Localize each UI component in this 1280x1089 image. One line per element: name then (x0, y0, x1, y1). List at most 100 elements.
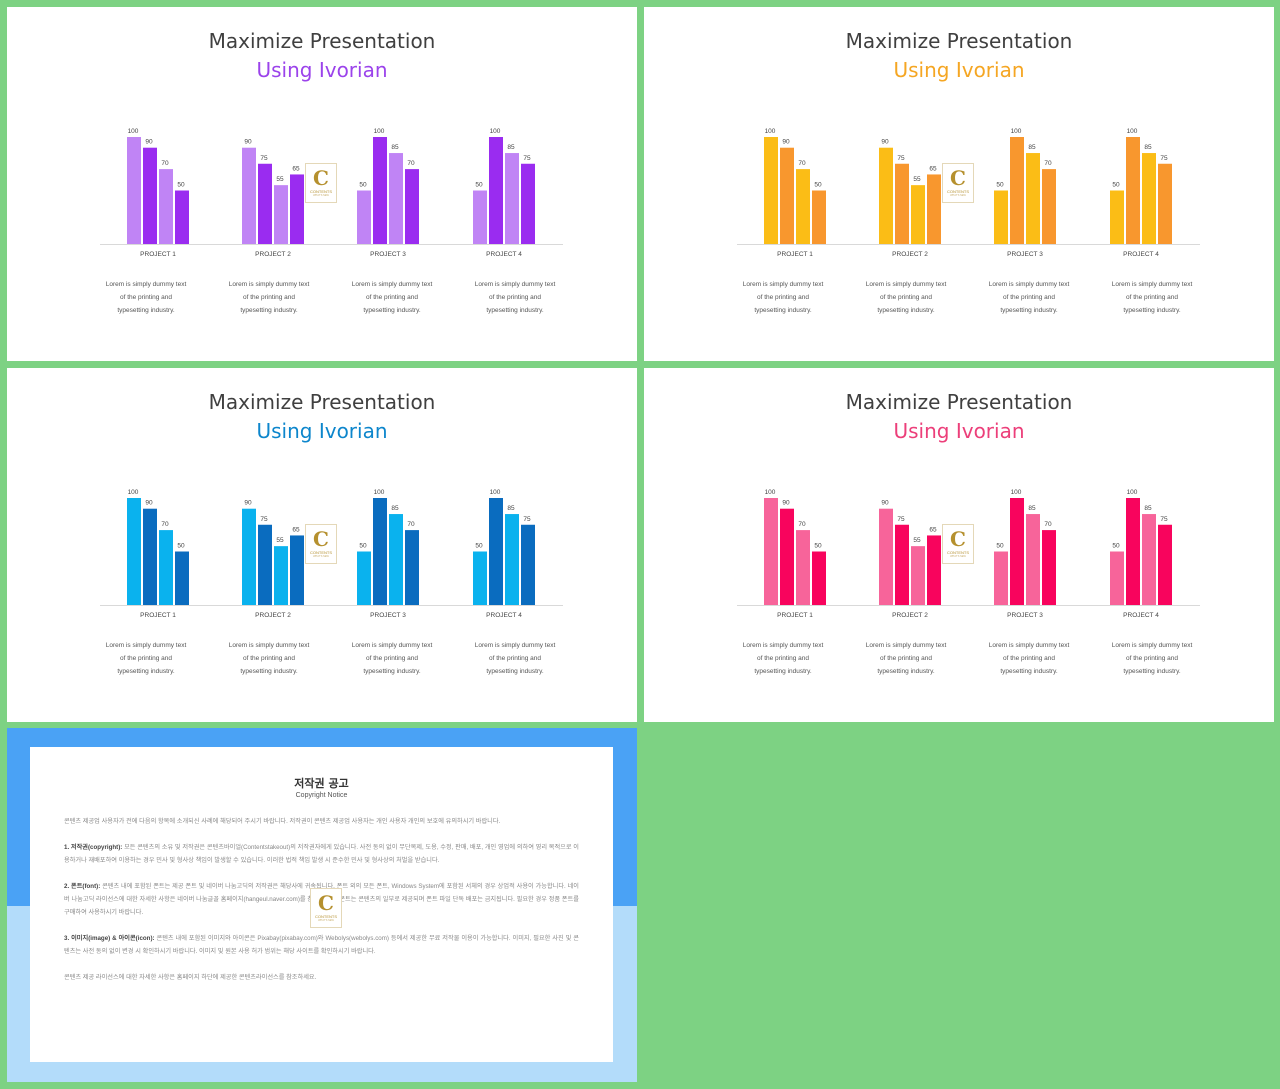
data-label: 75 (523, 516, 531, 523)
data-label: 90 (244, 500, 252, 507)
bar (357, 190, 371, 244)
contents-logo: C CONTENTS WHAT'S NEW (942, 524, 974, 564)
bar (373, 137, 387, 244)
bar (143, 147, 157, 244)
notice-section-copyright: 1. 저작권(copyright): 모든 콘텐츠의 소유 및 저작권은 콘텐츠… (64, 844, 579, 864)
data-label: 85 (507, 144, 515, 151)
data-label: 65 (292, 526, 300, 533)
data-label: 100 (1127, 489, 1138, 496)
bar (389, 514, 403, 605)
data-label: 100 (490, 489, 501, 496)
slide-blue: Maximize Presentation Using Ivorian 100 9… (7, 368, 637, 722)
slide-subtitle: Using Ivorian (256, 58, 388, 82)
bar (159, 530, 173, 605)
caption-project-3: Lorem is simply dummy text of the printin… (988, 642, 1070, 675)
caption-project-4: Lorem is simply dummy text of the printin… (474, 281, 556, 314)
caption-project-1: Lorem is simply dummy text of the printin… (105, 281, 187, 314)
data-label: 90 (145, 500, 153, 507)
data-label: 85 (391, 144, 399, 151)
bar (764, 498, 778, 605)
bar (143, 508, 157, 605)
contents-logo: C CONTENTS WHAT'S NEW (310, 888, 342, 928)
slide-purple: Maximize Presentation Using Ivorian 100 9… (7, 7, 637, 361)
bar (473, 551, 487, 605)
bar (1026, 153, 1040, 244)
slide-pink: Maximize Presentation Using Ivorian 100 9… (644, 368, 1274, 722)
data-label: 70 (407, 521, 415, 528)
contents-logo: C CONTENTS WHAT'S NEW (942, 163, 974, 203)
slide-title: Maximize Presentation (208, 390, 436, 414)
bar (357, 551, 371, 605)
bar (780, 147, 794, 244)
bar (175, 190, 189, 244)
category-label: PROJECT 4 (1123, 251, 1159, 258)
data-label: 85 (1028, 505, 1036, 512)
bar (274, 185, 288, 244)
bar (1158, 163, 1172, 244)
bar (879, 508, 893, 605)
data-label: 65 (929, 526, 937, 533)
data-label: 65 (929, 165, 937, 172)
category-label: PROJECT 3 (1007, 251, 1043, 258)
bar (290, 174, 304, 244)
caption-project-1: Lorem is simply dummy text of the printin… (742, 281, 824, 314)
category-label: PROJECT 3 (370, 612, 406, 619)
bar (1142, 153, 1156, 244)
caption-project-1: Lorem is simply dummy text of the printin… (105, 642, 187, 675)
data-label: 100 (1127, 128, 1138, 135)
data-label: 100 (490, 128, 501, 135)
data-label: 50 (475, 182, 483, 189)
bar (927, 174, 941, 244)
data-label: 50 (814, 182, 822, 189)
caption-project-2: Lorem is simply dummy text of the printin… (228, 281, 310, 314)
bar-chart: 100 90 70 50 PROJECT 1 90 75 55 65 PROJECT 2 50 100… (100, 489, 563, 619)
bar (521, 163, 535, 244)
caption-project-3: Lorem is simply dummy text of the printin… (351, 642, 433, 675)
data-label: 75 (1160, 516, 1168, 523)
bar (1010, 137, 1024, 244)
notice-section-image: 3. 이미지(image) & 아이콘(icon): 콘텐츠 내에 포함된 이미… (64, 935, 579, 955)
bar (242, 508, 256, 605)
bar-chart: 100 90 70 50 PROJECT 1 90 75 55 65 PROJECT 2 50 100… (737, 128, 1200, 258)
bar (389, 153, 403, 244)
bar (1126, 498, 1140, 605)
caption-project-2: Lorem is simply dummy text of the printin… (228, 642, 310, 675)
bar (242, 147, 256, 244)
bar (796, 530, 810, 605)
caption-project-3: Lorem is simply dummy text of the printin… (988, 281, 1070, 314)
caption-project-2: Lorem is simply dummy text of the printin… (865, 642, 947, 675)
data-label: 85 (1144, 144, 1152, 151)
data-label: 70 (1044, 160, 1052, 167)
data-label: 85 (1028, 144, 1036, 151)
bar (505, 153, 519, 244)
data-label: 100 (374, 128, 385, 135)
data-label: 50 (359, 543, 367, 550)
contents-logo: C CONTENTS WHAT'S NEW (305, 163, 337, 203)
bar (1110, 190, 1124, 244)
data-label: 70 (407, 160, 415, 167)
bar-chart: 100 90 70 50 PROJECT 1 90 75 55 65 PROJECT 2 50 100… (737, 489, 1200, 619)
bar (1142, 514, 1156, 605)
notice-title: 저작권 공고 (294, 777, 349, 790)
data-label: 65 (292, 165, 300, 172)
bar (1042, 530, 1056, 605)
slide-subtitle: Using Ivorian (893, 58, 1025, 82)
data-label: 50 (1112, 543, 1120, 550)
bar (489, 498, 503, 605)
data-label: 85 (507, 505, 515, 512)
caption-project-4: Lorem is simply dummy text of the printin… (1111, 281, 1193, 314)
bar (879, 147, 893, 244)
data-label: 55 (276, 176, 284, 183)
caption-project-4: Lorem is simply dummy text of the printin… (474, 642, 556, 675)
bar (521, 524, 535, 605)
notice-card: 저작권 공고 Copyright Notice 콘텐츠 제공업 사용자가 전에 … (30, 747, 613, 1062)
bar (895, 163, 909, 244)
bar (1110, 551, 1124, 605)
bar (258, 163, 272, 244)
category-label: PROJECT 1 (140, 612, 176, 619)
bar (127, 137, 141, 244)
category-label: PROJECT 4 (486, 612, 522, 619)
data-label: 85 (1144, 505, 1152, 512)
category-label: PROJECT 3 (370, 251, 406, 258)
data-label: 50 (359, 182, 367, 189)
